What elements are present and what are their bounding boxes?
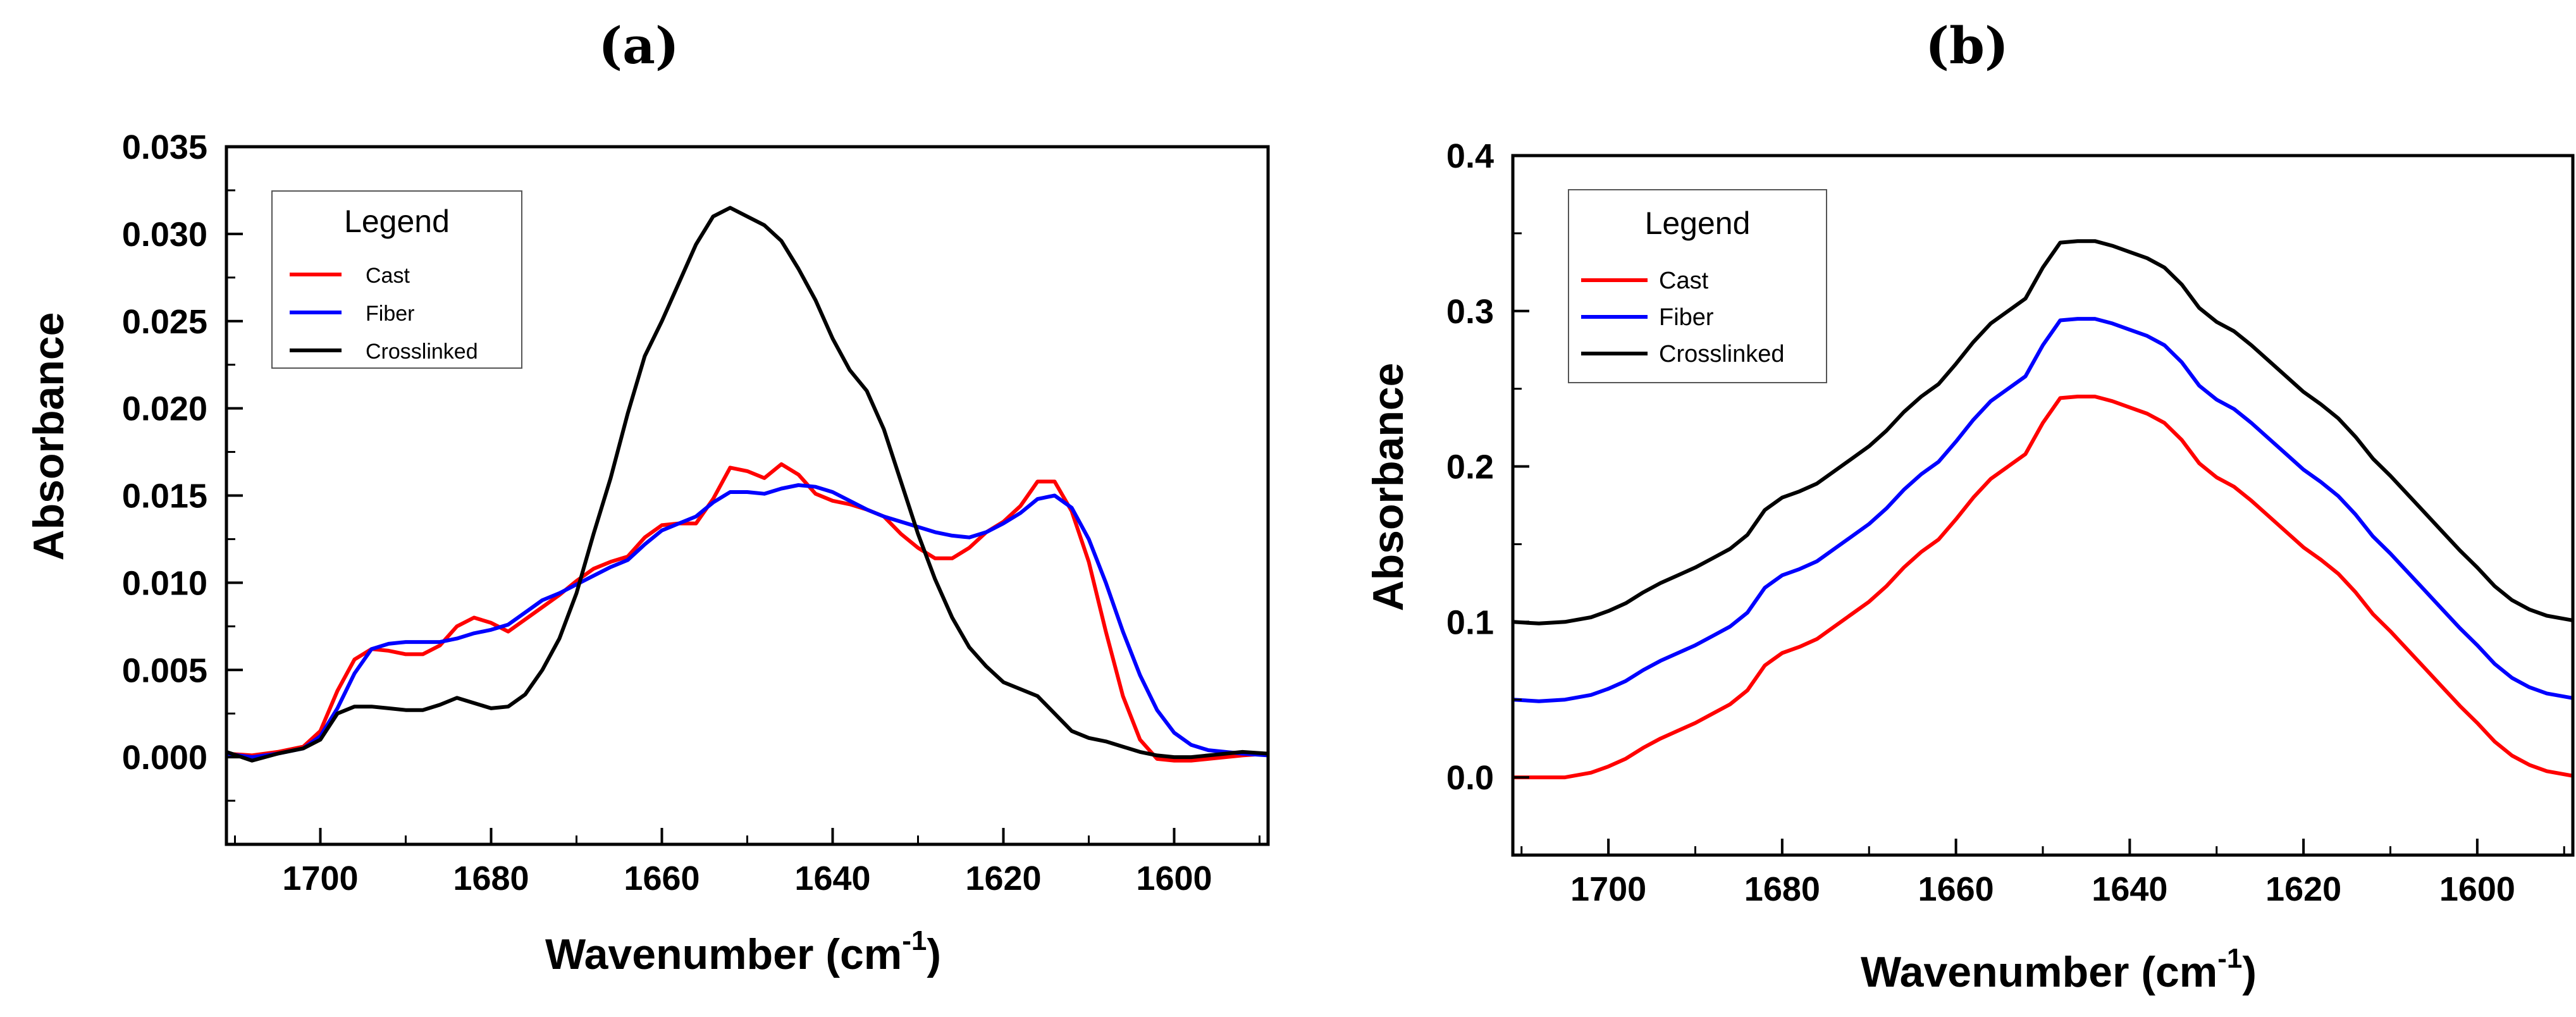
legend-label-crosslinked: Crosslinked: [1659, 341, 1785, 367]
x-tick-label: 1640: [2092, 870, 2167, 908]
y-tick-label: 0.025: [122, 303, 207, 341]
legend-label-fiber: Fiber: [366, 302, 414, 326]
panel-b: (b) 1700 1680 1660 1640 1620 1600 0.0 0.1 0.2 0.3 0…: [1364, 16, 2575, 996]
x-tick-label: 1640: [794, 860, 870, 897]
legend: Legend Cast Fiber Crosslinked: [1568, 189, 1827, 383]
x-tick-label: 1600: [2439, 870, 2515, 908]
x-tick-label: 1620: [2265, 870, 2341, 908]
legend-label-crosslinked: Crosslinked: [366, 340, 478, 364]
x-axis-label-sup: -1: [2217, 943, 2242, 974]
y-axis-label: Absorbance: [1364, 363, 1412, 612]
x-axis-label-end: ): [2242, 948, 2257, 996]
series-line-cast: [1513, 395, 2573, 780]
x-axis-label: Wavenumber (cm-1): [1861, 943, 2257, 996]
y-axis-label: Absorbance: [25, 312, 73, 561]
legend-box: [1568, 189, 1827, 383]
x-axis-label-end: ): [927, 930, 941, 978]
series-line-cast: [226, 462, 1268, 763]
x-axis-label-main: Wavenumber (cm: [1861, 948, 2217, 996]
series-group: [1513, 239, 2573, 780]
y-tick-label: 0.0: [1446, 759, 1494, 797]
x-axis-label: Wavenumber (cm-1): [545, 925, 941, 978]
y-tick-label: 0.020: [122, 390, 207, 428]
x-tick-label: 1660: [624, 860, 699, 897]
series-line-crosslinked: [226, 206, 1268, 763]
y-tick-label: 0.3: [1446, 293, 1494, 331]
x-tick-label: 1680: [453, 860, 529, 897]
y-tick-label: 0.000: [122, 739, 207, 777]
series-line-fiber: [226, 483, 1268, 760]
y-tick-label: 0.4: [1446, 137, 1494, 175]
series-group: [226, 206, 1268, 763]
y-tick-label: 0.015: [122, 478, 207, 515]
y-tick-label: 0.030: [122, 216, 207, 254]
panel-title: (a): [598, 16, 679, 75]
y-tick-label: 0.035: [122, 128, 207, 166]
series-line-crosslinked: [1513, 239, 2573, 626]
legend: Legend Cast Fiber Crosslinked: [271, 190, 522, 369]
y-tick-label: 0.010: [122, 564, 207, 602]
x-tick-label: 1700: [1570, 870, 1646, 908]
legend-title: Legend: [344, 204, 450, 239]
y-tick-label: 0.2: [1446, 448, 1494, 486]
x-axis-label-main: Wavenumber (cm: [545, 930, 902, 978]
legend-title: Legend: [1645, 206, 1751, 241]
x-tick-label: 1600: [1136, 860, 1212, 897]
series-line-fiber: [1513, 317, 2573, 703]
legend-label-fiber: Fiber: [1659, 304, 1714, 331]
legend-box: [271, 190, 522, 369]
x-tick-label: 1620: [965, 860, 1041, 897]
legend-label-cast: Cast: [366, 264, 410, 288]
x-axis-label-sup: -1: [902, 925, 927, 956]
panel-title: (b): [1925, 16, 2009, 75]
panel-a: (a) 1700 1680 1660 1640 1620 1600 0.000 0.005 0.0…: [25, 16, 1270, 978]
x-tick-label: 1660: [1918, 870, 1994, 908]
x-tick-label: 1700: [282, 860, 358, 897]
y-tick-label: 0.1: [1446, 603, 1494, 641]
x-tick-label: 1680: [1744, 870, 1820, 908]
y-tick-label: 0.005: [122, 651, 207, 689]
legend-label-cast: Cast: [1659, 268, 1709, 294]
